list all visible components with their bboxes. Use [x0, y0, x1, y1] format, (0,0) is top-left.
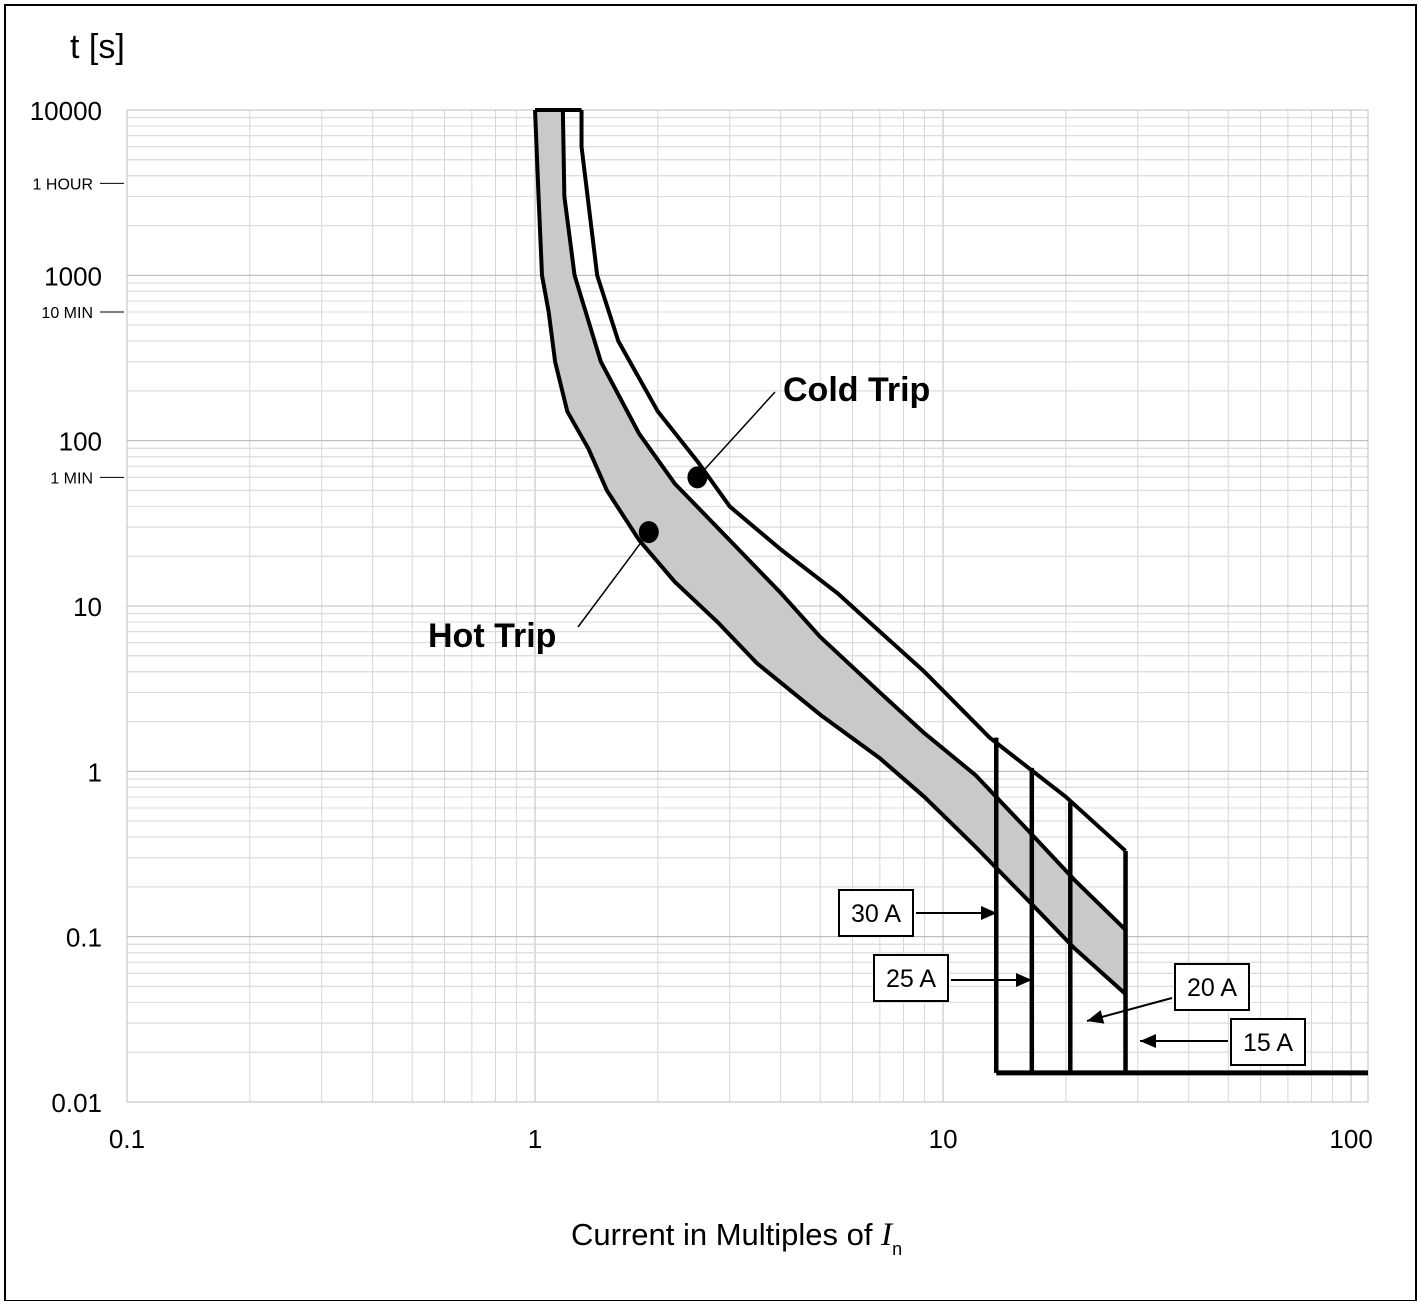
- y-tick-label: 0.01: [51, 1088, 102, 1118]
- x-tick-label: 1: [528, 1124, 542, 1154]
- rating-box: [1174, 963, 1250, 1011]
- series-line-1: [533, 109, 1127, 996]
- y-time-marker-label: 10 MIN: [41, 305, 93, 322]
- y-tick-label: 1: [88, 757, 102, 787]
- x-tick-label: 10: [929, 1124, 958, 1154]
- current-rating-labels: 30 A 25 A 20 A15 A: [838, 889, 1306, 1066]
- x-tick-label: 100: [1329, 1124, 1372, 1154]
- x-axis-label-symbol: I: [880, 1217, 894, 1253]
- y-axis-label: t [s]: [70, 28, 125, 66]
- rating-box: [873, 954, 949, 1002]
- rating-arrow-head: [981, 906, 997, 920]
- y-tick-label: 10: [73, 592, 102, 622]
- y-tick-label: 100: [59, 427, 102, 457]
- outer-border: [4, 4, 1417, 1301]
- y-tick-label: 1000: [44, 261, 102, 291]
- y-time-marker-label: 1 MIN: [50, 470, 93, 487]
- cold-trip-label: Cold Trip: [783, 371, 930, 409]
- x-axis-label-main: Current in Multiples of: [571, 1217, 881, 1252]
- annotations: Cold Trip Hot Trip: [428, 371, 930, 655]
- y-tick-label: 10000: [30, 96, 102, 126]
- y-time-marker-label: 1 HOUR: [33, 176, 93, 193]
- plot-area-border: [126, 109, 1369, 1103]
- hot-trip-band: [535, 110, 1126, 995]
- rating-label: 20 A: [1187, 974, 1237, 1002]
- rating-box: [1230, 1018, 1306, 1066]
- series-line-2: [560, 109, 1127, 932]
- rating-arrow-head: [1016, 973, 1032, 987]
- hot-trip-leader: [577, 531, 650, 628]
- rating-box: [838, 889, 914, 937]
- y-tick-label: 0.1: [66, 923, 102, 953]
- rating-label: 15 A: [1243, 1029, 1293, 1057]
- x-axis-label: Current in Multiples of In: [571, 1217, 902, 1259]
- cold-trip-leader: [696, 391, 776, 478]
- hot-trip-label: Hot Trip: [428, 617, 556, 655]
- magnetic-trip-lines: [994, 737, 1368, 1076]
- hot-band-fill: [535, 110, 1126, 995]
- rating-arrow-head: [1087, 1010, 1105, 1024]
- rating-label: 25 A: [886, 965, 936, 993]
- rating-arrow-head: [1140, 1034, 1156, 1048]
- x-axis-label-subscript: n: [892, 1239, 902, 1259]
- rating-label: 30 A: [851, 900, 901, 928]
- x-tick-label: 0.1: [109, 1124, 145, 1154]
- series-line-3: [579, 110, 1127, 853]
